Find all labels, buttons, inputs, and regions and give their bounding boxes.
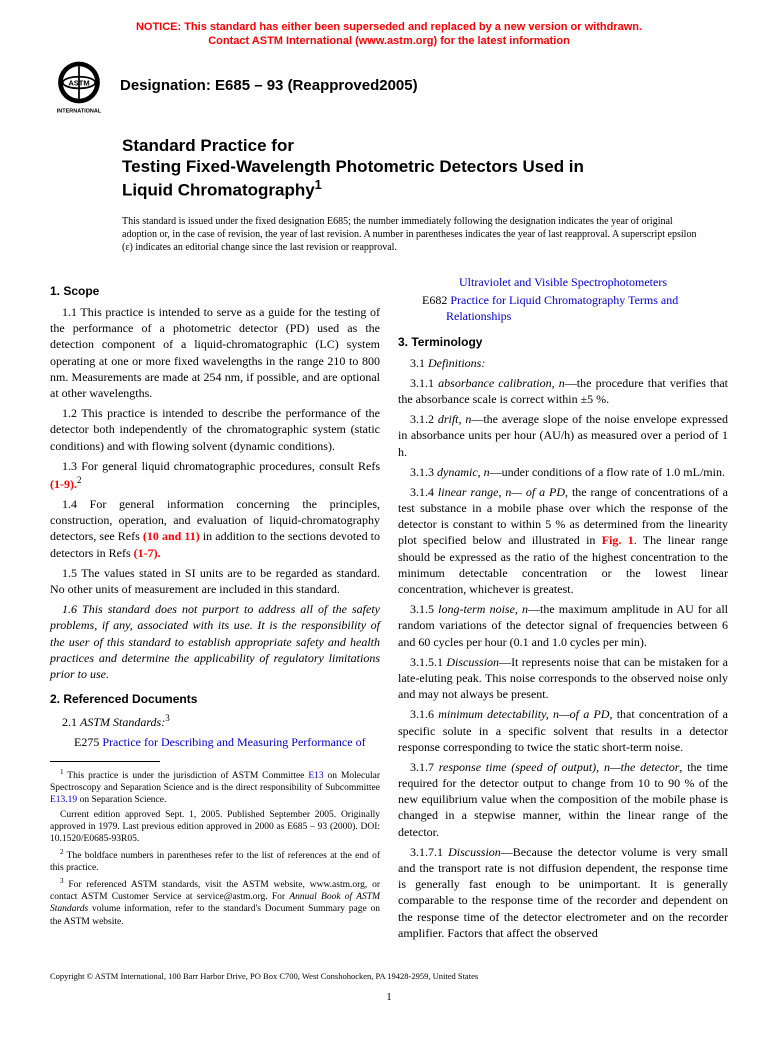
ref-10-11[interactable]: (10 and 11) [143,529,200,543]
ref-1-9[interactable]: (1-9). [50,477,77,491]
footnote-1: 1 This practice is under the jurisdictio… [50,768,380,807]
header-row: ASTM INTERNATIONAL Designation: E685 – 9… [50,57,728,115]
para-2-1: 2.1 ASTM Standards:3 [50,712,380,730]
para-1-1: 1.1 This practice is intended to serve a… [50,304,380,401]
title-line2: Testing Fixed-Wavelength Photometric Det… [122,156,728,177]
para-1-6: 1.6 This standard does not purport to ad… [50,601,380,682]
para-3-1: 3.1 Definitions: [398,355,728,371]
link-e682[interactable]: Practice for Liquid Chromatography Terms… [446,293,678,323]
fig-1-link[interactable]: Fig. 1 [602,533,634,547]
svg-text:ASTM: ASTM [68,78,89,87]
refdocs-heading: 2. Referenced Documents [50,692,380,706]
para-3-1-5-1: 3.1.5.1 Discussion—It represents noise t… [398,654,728,703]
link-e275[interactable]: Practice for Describing and Measuring Pe… [102,735,365,749]
link-e13-19[interactable]: E13.19 [50,795,77,805]
issuance-note: This standard is issued under the fixed … [122,215,708,254]
para-1-3: 1.3 For general liquid chromatographic p… [50,458,380,492]
footnote-3: 3 For referenced ASTM standards, visit t… [50,877,380,929]
para-3-1-2: 3.1.2 drift, n—the average slope of the … [398,411,728,460]
supersession-notice: NOTICE: This standard has either been su… [50,20,728,49]
designation: Designation: E685 – 93 (Reapproved2005) [120,77,418,94]
terminology-heading: 3. Terminology [398,335,728,349]
scope-heading: 1. Scope [50,284,380,298]
footnote-2: 2 The boldface numbers in parentheses re… [50,848,380,875]
notice-line2: Contact ASTM International (www.astm.org… [208,35,570,47]
link-e13[interactable]: E13 [308,771,323,781]
para-3-1-7: 3.1.7 response time (speed of output), n… [398,759,728,840]
footnote-divider [50,761,160,762]
svg-text:INTERNATIONAL: INTERNATIONAL [57,108,102,114]
para-3-1-3: 3.1.3 dynamic, n—under conditions of a f… [398,464,728,480]
para-1-5: 1.5 The values stated in SI units are to… [50,565,380,597]
page-number: 1 [50,991,728,1003]
ref-e682: E682 Practice for Liquid Chromatography … [398,292,728,324]
para-3-1-5: 3.1.5 long-term noise, n—the maximum amp… [398,601,728,650]
notice-line1: NOTICE: This standard has either been su… [136,21,642,33]
body-columns: 1. Scope 1.1 This practice is intended t… [50,274,728,945]
ref-e275: E275 Practice for Describing and Measuri… [50,734,380,750]
para-3-1-1: 3.1.1 absorbance calibration, n—the proc… [398,375,728,407]
astm-logo: ASTM INTERNATIONAL [50,57,108,115]
title-line1: Standard Practice for [122,135,728,156]
ref-1-7[interactable]: (1-7). [134,546,161,560]
left-column: 1. Scope 1.1 This practice is intended t… [50,274,380,945]
para-3-1-7-1: 3.1.7.1 Discussion—Because the detector … [398,844,728,941]
ref-e275-cont[interactable]: Ultraviolet and Visible Spectrophotomete… [398,274,728,290]
right-column: Ultraviolet and Visible Spectrophotomete… [398,274,728,945]
title-line3: Liquid Chromatography1 [122,177,728,201]
para-3-1-6: 3.1.6 minimum detectability, n—of a PD, … [398,706,728,755]
copyright-line: Copyright © ASTM International, 100 Barr… [50,971,728,981]
para-1-4: 1.4 For general information concerning t… [50,496,380,561]
title-block: Standard Practice for Testing Fixed-Wave… [122,135,728,201]
footnote-1-cont: Current edition approved Sept. 1, 2005. … [50,809,380,846]
para-1-2: 1.2 This practice is intended to describ… [50,405,380,454]
para-3-1-4: 3.1.4 linear range, n— of a PD, the rang… [398,484,728,597]
